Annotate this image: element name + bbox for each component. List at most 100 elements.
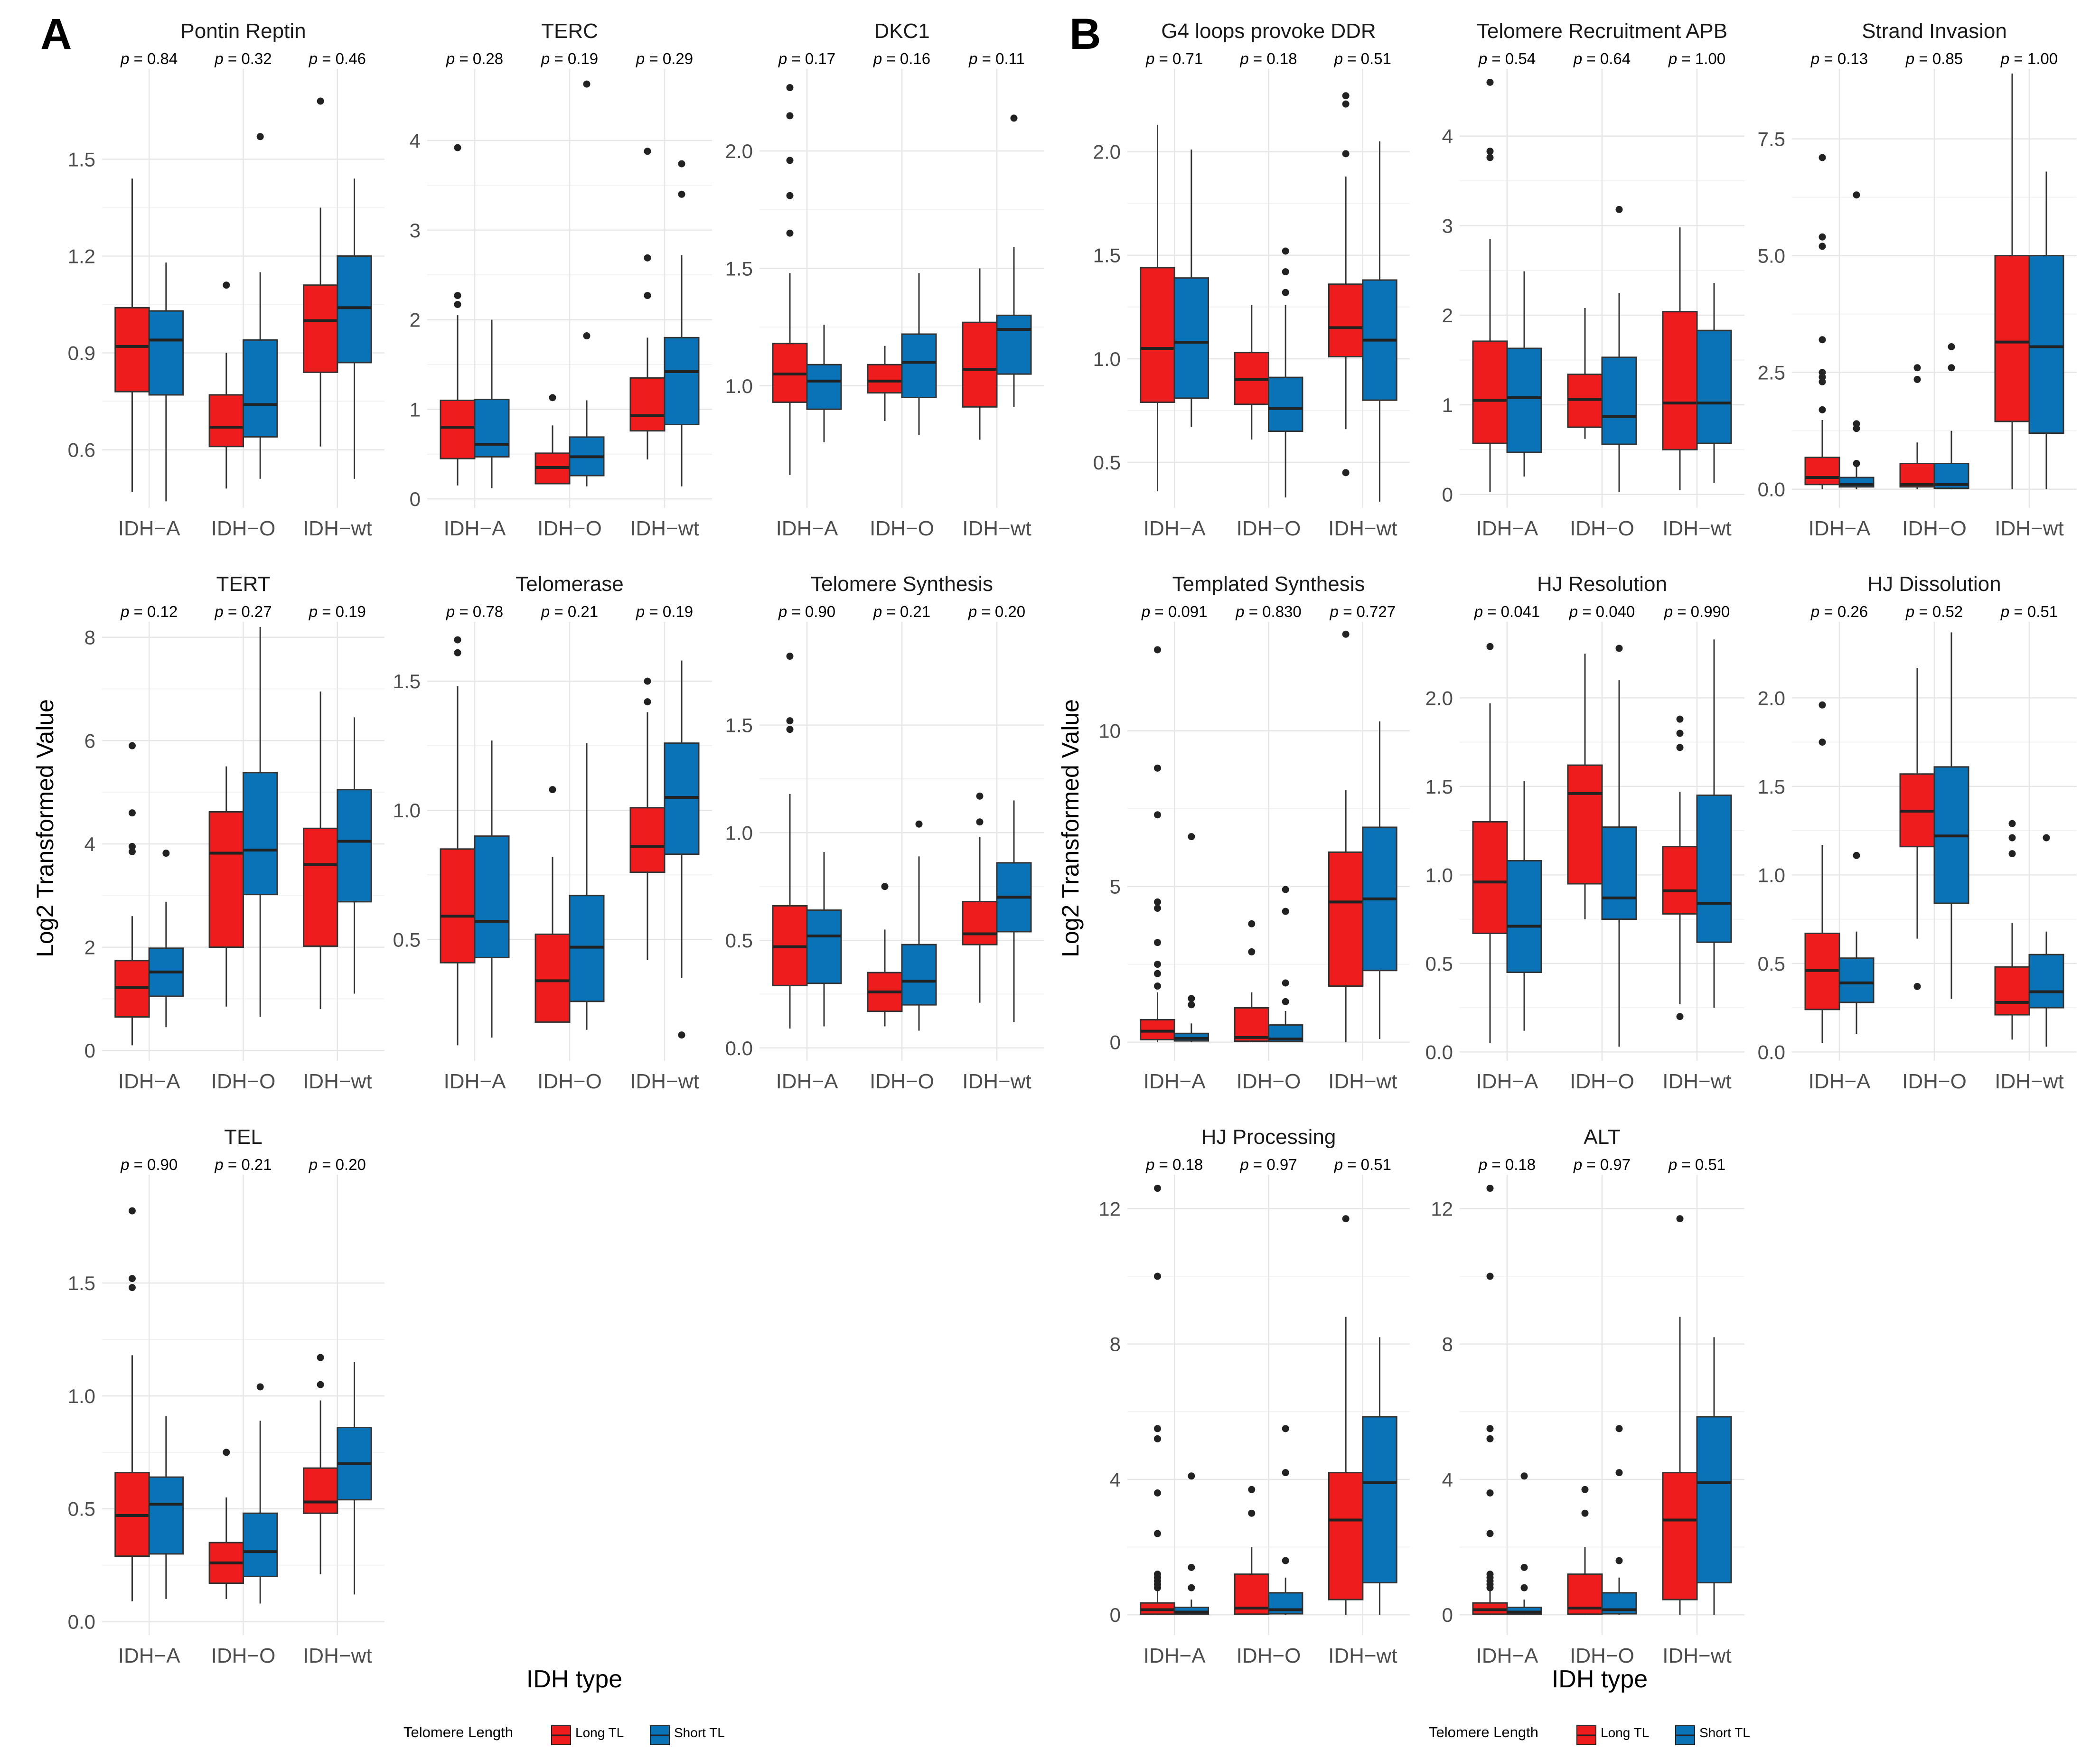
outlier-point <box>1819 154 1826 161</box>
p-value-label: p = 0.19 <box>309 603 366 620</box>
box-body <box>962 321 998 408</box>
box-long-tl <box>534 394 571 485</box>
y-tick-label: 5 <box>1110 876 1121 898</box>
box-long-tl <box>1899 667 1935 990</box>
outlier-point <box>317 1381 324 1388</box>
x-tick-label: IDH−wt <box>1328 1644 1397 1667</box>
outlier-point <box>976 818 984 826</box>
box-short-tl <box>1696 283 1732 483</box>
box-long-tl <box>1472 78 1508 492</box>
y-tick-label: 1.0 <box>68 1385 95 1407</box>
box-long-tl <box>962 268 998 440</box>
box-short-tl <box>148 262 184 502</box>
box-short-tl <box>1173 150 1209 427</box>
p-value-label: p = 0.85 <box>1905 50 1963 67</box>
outlier-point <box>1486 1530 1494 1537</box>
box-body <box>1662 1472 1698 1600</box>
p-value-label: p = 0.26 <box>1810 603 1868 620</box>
box-short-tl <box>1362 1337 1397 1615</box>
p-value-label: p = 0.18 <box>1239 50 1297 67</box>
p-value-label: p = 0.54 <box>1478 50 1536 67</box>
panel-title: Telomere Synthesis <box>811 572 993 596</box>
outlier-point <box>223 1449 230 1456</box>
y-tick-label: 0.0 <box>68 1610 95 1633</box>
box-short-tl <box>1362 141 1397 502</box>
outlier-point <box>1248 1486 1256 1493</box>
y-tick-label: 0 <box>1442 1604 1453 1626</box>
y-tick-label: 2.0 <box>1425 687 1453 709</box>
p-value-label: p = 0.727 <box>1330 603 1396 620</box>
box-short-tl <box>664 660 700 1039</box>
outlier-point <box>976 792 984 800</box>
outlier-point <box>1188 833 1195 841</box>
y-tick-label: 1.0 <box>1758 864 1785 886</box>
box-short-tl <box>901 820 937 1031</box>
box-short-tl <box>243 133 278 479</box>
p-value-label: p = 0.90 <box>778 603 835 620</box>
box-body <box>1804 457 1840 486</box>
outlier-point <box>128 1284 136 1291</box>
box-short-tl <box>1601 645 1637 1047</box>
y-tick-label: 4 <box>410 130 421 152</box>
outlier-point <box>1819 233 1826 241</box>
box-body <box>1601 356 1637 445</box>
panel-telomere-recruitment-apb: 0 1 2 3 4 IDH−A IDH−O IDH−wt Telomere Recruitmen… <box>1442 19 1744 540</box>
outlier-point <box>128 842 136 850</box>
outlier-point <box>454 300 461 308</box>
box-body <box>243 339 278 438</box>
y-tick-label: 7.5 <box>1758 128 1785 150</box>
box-short-tl <box>996 800 1032 1022</box>
box-body <box>806 909 842 984</box>
outlier-point <box>549 786 556 794</box>
box-body <box>629 807 666 873</box>
y-tick-label: 2.5 <box>1758 362 1785 384</box>
panel-terc: 0 1 2 3 4 IDH−A IDH−O IDH−wt TERC p = 0.28 p = 0.1… <box>410 19 712 540</box>
legend-title: Telomere Length <box>403 1724 513 1740</box>
box-short-tl <box>2028 171 2064 489</box>
box-body <box>1567 764 1603 885</box>
y-tick-label: 4 <box>1442 1469 1453 1491</box>
p-value-label: p = 0.091 <box>1141 603 1208 620</box>
x-tick-label: IDH−A <box>1476 1644 1538 1667</box>
outlier-point <box>1282 268 1289 276</box>
outlier-point <box>786 653 794 660</box>
outlier-point <box>1520 1563 1528 1571</box>
box-body <box>664 337 700 425</box>
box-short-tl <box>1838 851 1875 1035</box>
y-tick-label: 8 <box>84 627 95 649</box>
box-body <box>208 811 244 948</box>
chart-panels: 0.6 0.9 1.2 1.5 IDH−A IDH−O IDH−wt Pontin Repti… <box>68 19 2077 1667</box>
outlier-point <box>454 636 461 644</box>
outlier-point <box>1282 998 1289 1005</box>
box-long-tl <box>534 786 571 1023</box>
y-tick-label: 1.5 <box>725 257 753 280</box>
box-long-tl <box>114 1207 150 1601</box>
x-tick-label: IDH−O <box>211 517 276 540</box>
outlier-point <box>454 292 461 299</box>
box-body <box>1994 255 2030 422</box>
outlier-point <box>1188 995 1195 1002</box>
box-short-tl <box>569 743 605 1030</box>
y-tick-label: 0 <box>84 1039 95 1062</box>
box-body <box>243 772 278 896</box>
box-long-tl <box>1140 124 1175 492</box>
y-tick-label: 2.0 <box>725 140 753 162</box>
box-body <box>302 1467 338 1514</box>
box-body <box>1362 1416 1397 1583</box>
panel-title: Telomerase <box>516 572 623 596</box>
box-long-tl <box>114 178 150 492</box>
box-body <box>337 255 372 364</box>
box-body <box>148 310 184 396</box>
outlier-point <box>1282 886 1289 893</box>
box-body <box>474 399 510 458</box>
y-tick-label: 8 <box>1442 1333 1453 1356</box>
p-value-label: p = 0.990 <box>1664 603 1730 620</box>
panel-title: Pontin Reptin <box>180 19 306 43</box>
outlier-point <box>678 1031 685 1039</box>
outlier-point <box>1486 1185 1494 1192</box>
panel-g4-loops-provoke-ddr: 0.5 1.0 1.5 2.0 IDH−A IDH−O IDH−wt G4 loops pro… <box>1093 19 1410 540</box>
box-short-tl <box>243 1383 278 1604</box>
outlier-point <box>1342 630 1350 638</box>
outlier-point <box>1486 643 1494 650</box>
outlier-point <box>1153 811 1161 819</box>
